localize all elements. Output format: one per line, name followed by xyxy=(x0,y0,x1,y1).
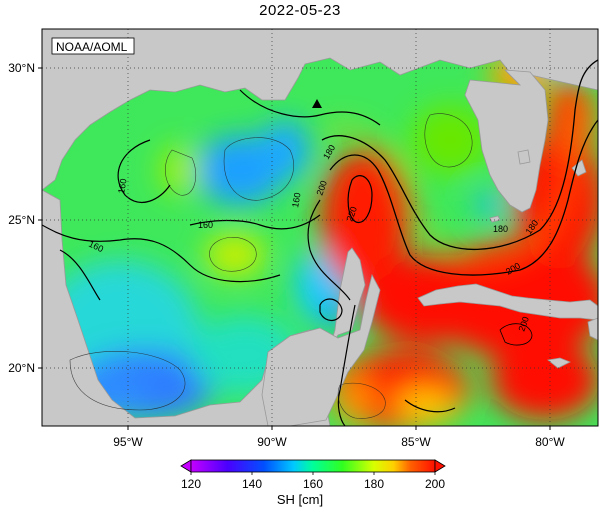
lat-label: 25°N xyxy=(8,213,35,227)
graticule xyxy=(42,29,598,426)
lat-label: 20°N xyxy=(8,361,35,375)
colorbar-tick: 120 xyxy=(181,477,201,491)
map-field: 160 160 160 160 180 180 180 200 200 220 … xyxy=(42,29,598,426)
map-title: 2022-05-23 xyxy=(259,2,341,19)
colorbar-tick: 180 xyxy=(364,477,384,491)
lon-label: 90°W xyxy=(257,435,287,449)
contour-label: 180 xyxy=(493,224,508,234)
contour-label: 220 xyxy=(344,205,359,223)
colorbar: 120 140 160 180 200 xyxy=(180,459,446,491)
axis-ticks xyxy=(38,67,551,430)
lon-label: 85°W xyxy=(401,435,431,449)
lon-label: 80°W xyxy=(535,435,565,449)
land xyxy=(42,29,598,426)
map-frame xyxy=(41,28,599,427)
contour-label: 160 xyxy=(290,192,302,209)
contour-label: 160 xyxy=(198,220,213,230)
contour-label: 200 xyxy=(516,315,531,333)
colorbar-max-arrow xyxy=(434,459,446,473)
colorbar-gradient xyxy=(190,459,436,473)
contour-label: 200 xyxy=(314,179,329,197)
lat-label: 30°N xyxy=(8,61,35,75)
colorbar-tick: 200 xyxy=(425,477,445,491)
credit-label: NOAA/AOML xyxy=(56,40,128,54)
lon-label: 95°W xyxy=(113,435,143,449)
contour-lines xyxy=(42,59,598,426)
contour-label: 160 xyxy=(116,178,128,195)
triangle-marker-icon xyxy=(312,99,322,108)
colorbar-label: SH [cm] xyxy=(276,492,324,507)
colorbar-tick: 140 xyxy=(242,477,262,491)
colorbar-min-arrow xyxy=(180,459,192,473)
credit-box xyxy=(51,37,135,55)
colorbar-tick: 160 xyxy=(303,477,323,491)
